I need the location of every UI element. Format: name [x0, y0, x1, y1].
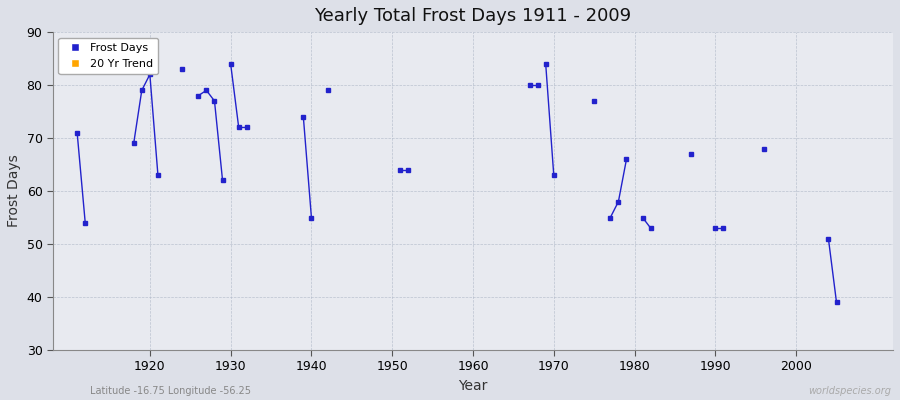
- Text: worldspecies.org: worldspecies.org: [808, 386, 891, 396]
- Y-axis label: Frost Days: Frost Days: [7, 155, 21, 228]
- X-axis label: Year: Year: [458, 379, 488, 393]
- Title: Yearly Total Frost Days 1911 - 2009: Yearly Total Frost Days 1911 - 2009: [314, 7, 632, 25]
- Legend: Frost Days, 20 Yr Trend: Frost Days, 20 Yr Trend: [58, 38, 158, 74]
- Text: Latitude -16.75 Longitude -56.25: Latitude -16.75 Longitude -56.25: [90, 386, 251, 396]
